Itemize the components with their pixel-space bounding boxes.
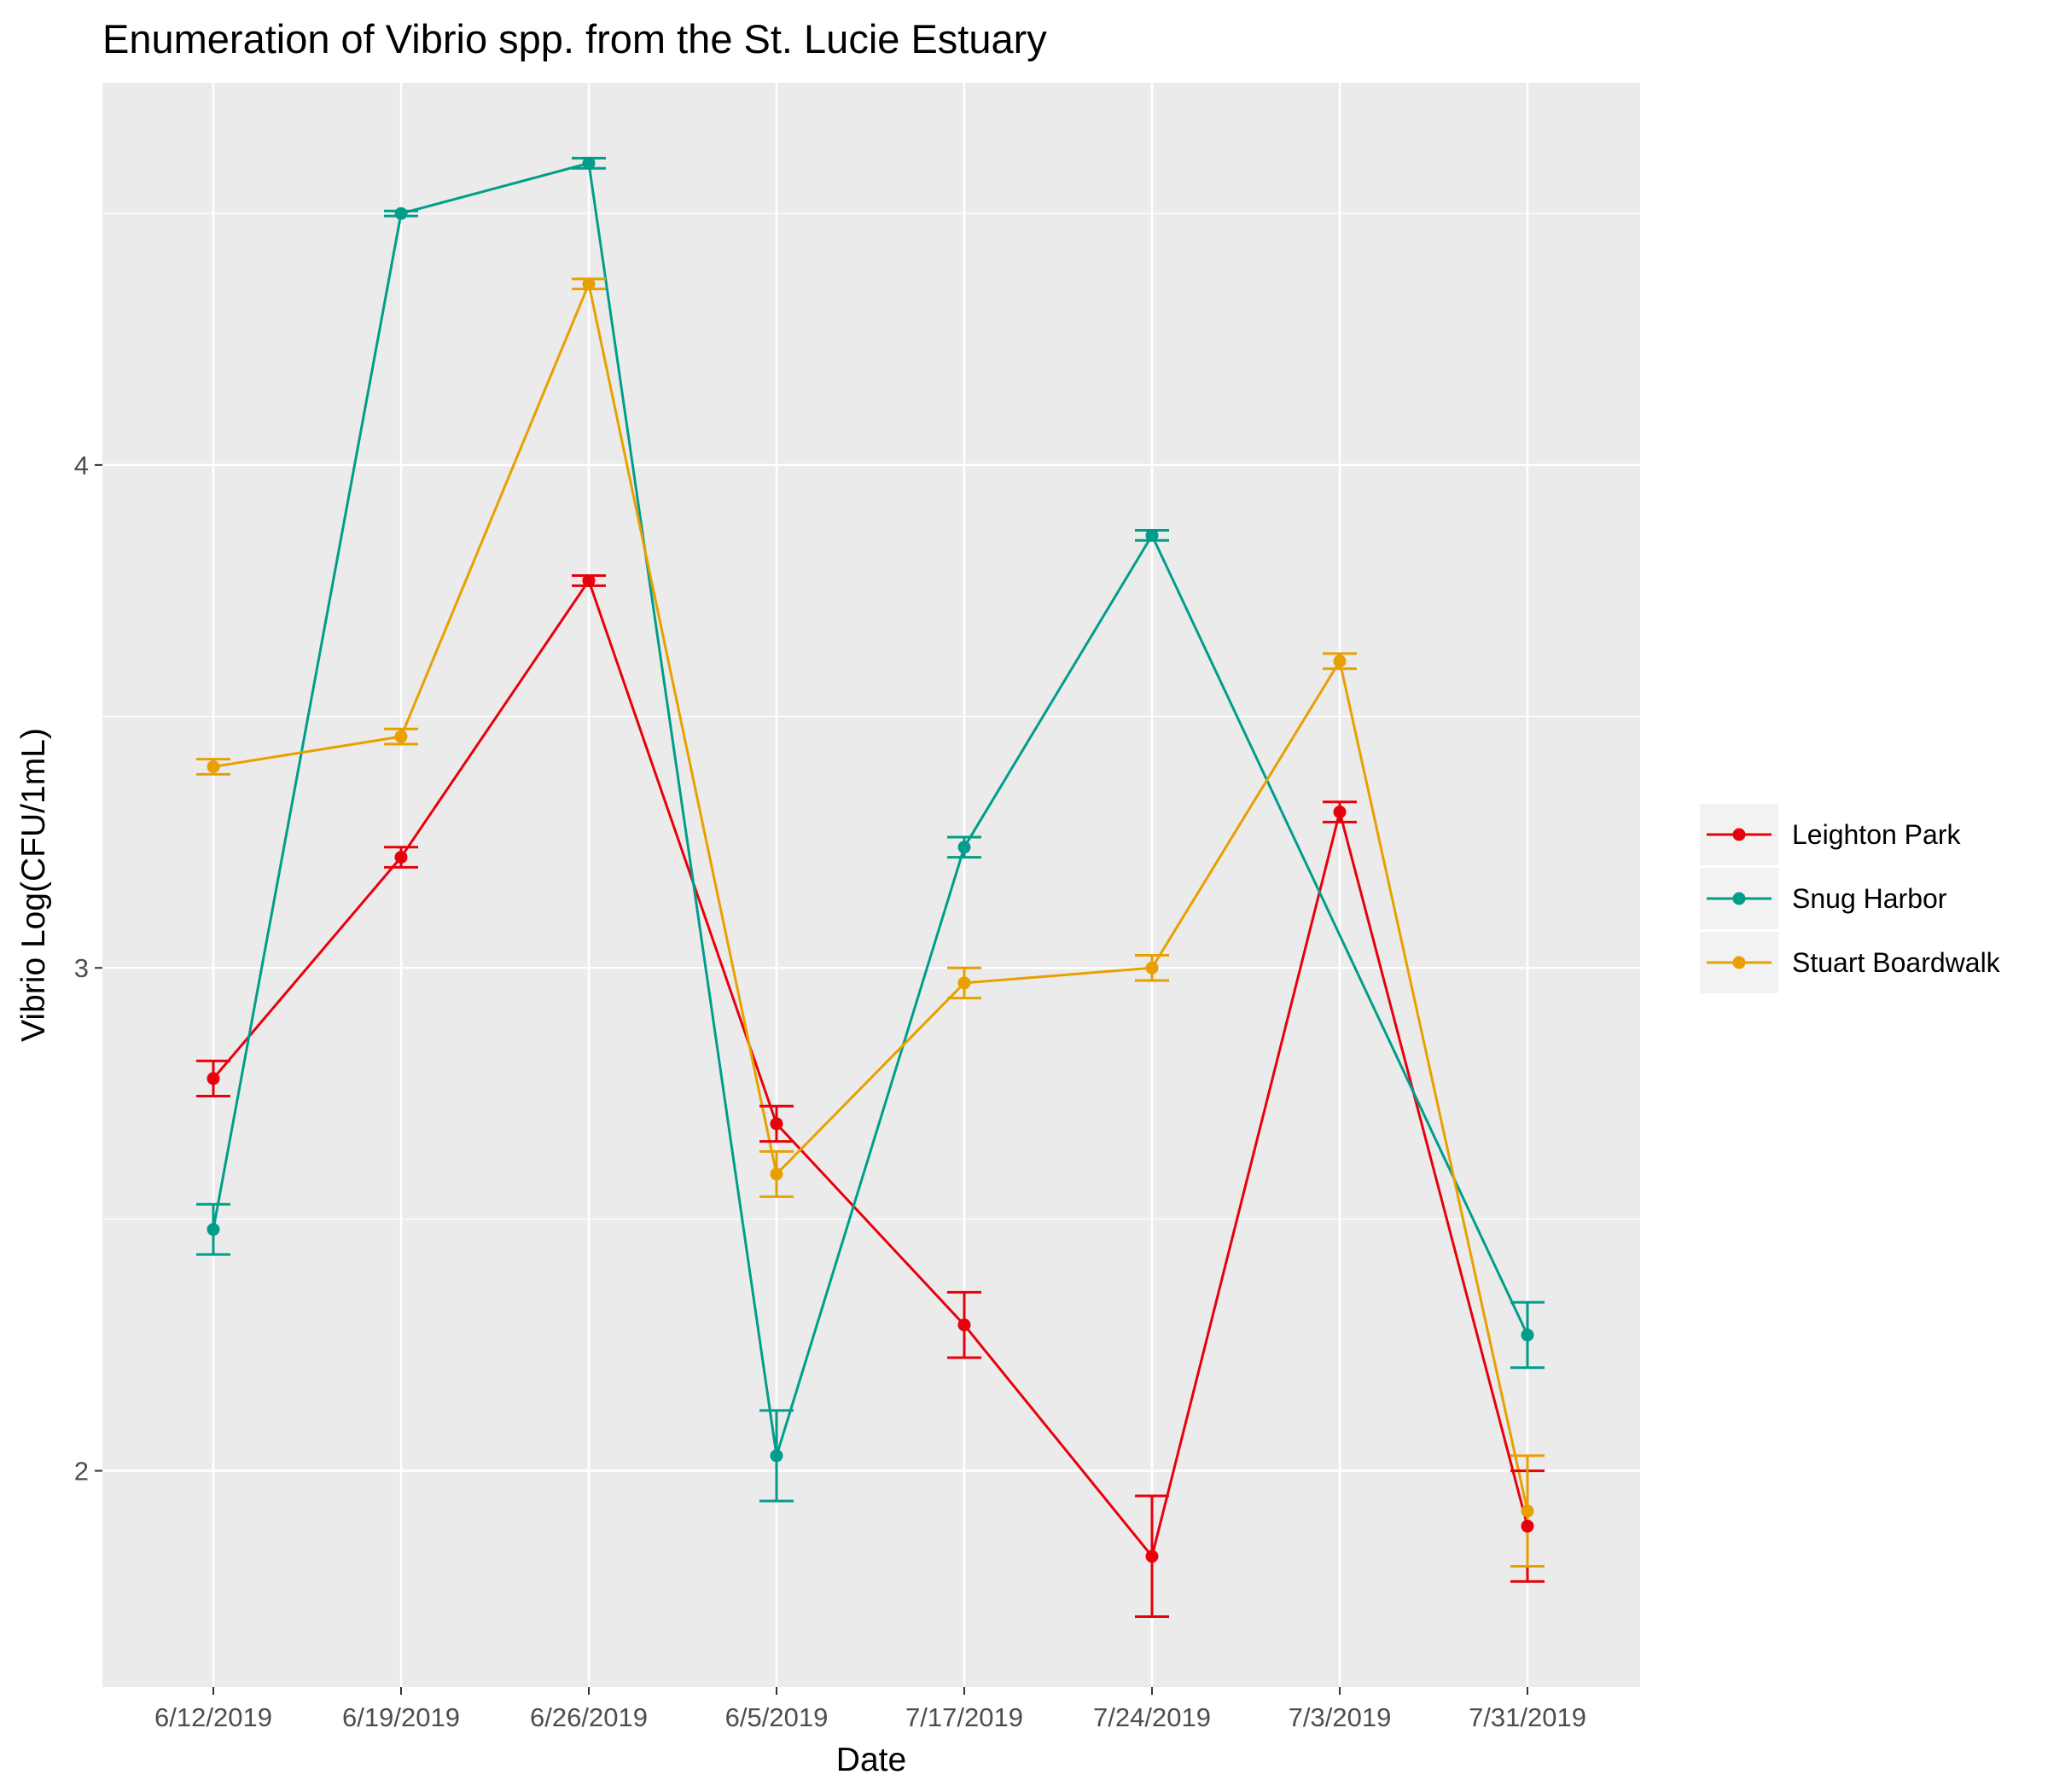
- x-tick-label: 7/31/2019: [1469, 1702, 1586, 1732]
- legend-item-leighton-park: Leighton Park: [1700, 804, 1961, 865]
- data-point-stuart-boardwalk: [957, 976, 971, 990]
- series-line-leighton-park: [212, 578, 1529, 1560]
- legend-label: Leighton Park: [1792, 819, 1961, 850]
- data-point-snug-harbor: [1145, 528, 1159, 542]
- data-point-leighton-park: [207, 1072, 220, 1085]
- data-point-snug-harbor: [1521, 1328, 1534, 1341]
- plot-panel: [102, 83, 1640, 1687]
- data-point-stuart-boardwalk: [207, 760, 220, 774]
- data-point-stuart-boardwalk: [1333, 655, 1347, 668]
- x-tick-label: 7/17/2019: [905, 1702, 1023, 1732]
- legend-item-stuart-boardwalk: Stuart Boardwalk: [1700, 932, 2001, 993]
- x-tick-label: 6/12/2019: [154, 1702, 272, 1732]
- legend-label: Stuart Boardwalk: [1792, 947, 2001, 978]
- data-point-snug-harbor: [394, 207, 408, 220]
- x-axis-title: Date: [836, 1742, 906, 1778]
- x-tick-label: 6/5/2019: [725, 1702, 829, 1732]
- x-tick-label: 7/24/2019: [1093, 1702, 1211, 1732]
- y-tick-label: 3: [74, 953, 89, 983]
- legend: Leighton Park Snug Harbor Stuart Boardwalk: [1700, 804, 2001, 993]
- gridlines: [102, 83, 1640, 1687]
- data-point-leighton-park: [582, 573, 596, 587]
- axes: 2 3 4 6/12/2019 6/19/2019 6/26/2019 6/5/2019 7/…: [74, 451, 1586, 1732]
- series-line-stuart-boardwalk: [212, 279, 1529, 1512]
- data-point-leighton-park: [770, 1117, 783, 1131]
- y-tick-label: 4: [74, 451, 89, 480]
- data-point-stuart-boardwalk: [1145, 961, 1159, 975]
- x-tick-label: 6/26/2019: [530, 1702, 648, 1732]
- data-point-leighton-park: [1333, 806, 1347, 819]
- data-point-snug-harbor: [957, 841, 971, 854]
- data-point-snug-harbor: [770, 1449, 783, 1463]
- x-tick-label: 6/19/2019: [342, 1702, 460, 1732]
- y-axis-title: Vibrio Log(CFU/1mL): [15, 728, 52, 1042]
- data-point-stuart-boardwalk: [770, 1167, 783, 1181]
- data-point-stuart-boardwalk: [394, 730, 408, 743]
- data-point-leighton-park: [1145, 1550, 1159, 1563]
- data-points: [207, 156, 1534, 1563]
- data-point-stuart-boardwalk: [1521, 1504, 1534, 1518]
- legend-item-snug-harbor: Snug Harbor: [1700, 868, 1947, 929]
- data-point-stuart-boardwalk: [582, 277, 596, 291]
- legend-label: Snug Harbor: [1792, 883, 1947, 914]
- x-tick-label: 7/3/2019: [1289, 1702, 1392, 1732]
- y-tick-label: 2: [74, 1457, 89, 1487]
- data-point-snug-harbor: [582, 156, 596, 170]
- data-point-leighton-park: [1521, 1519, 1534, 1533]
- data-point-leighton-park: [957, 1318, 971, 1332]
- data-point-snug-harbor: [207, 1223, 220, 1236]
- chart-title: Enumeration of Vibrio spp. from the St. …: [102, 16, 1047, 61]
- data-point-leighton-park: [394, 851, 408, 864]
